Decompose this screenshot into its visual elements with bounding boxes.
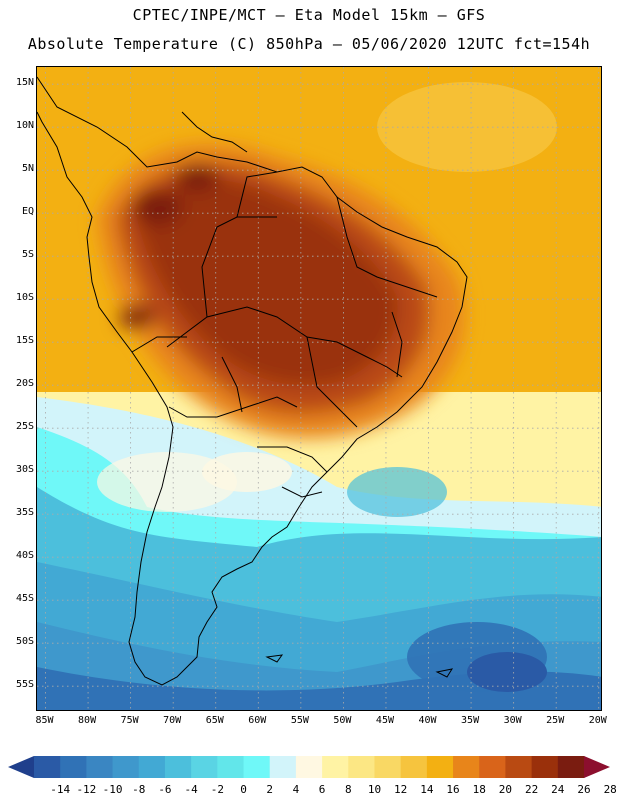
legend-tick-label: -2 xyxy=(210,783,224,796)
longitude-label: 80W xyxy=(78,715,97,726)
legend-tick-label: 26 xyxy=(577,783,591,796)
legend-tick-label: -12 xyxy=(76,783,97,796)
legend-tick-label: 4 xyxy=(292,783,300,796)
legend-swatch xyxy=(34,756,61,778)
legend-tick-label: 6 xyxy=(318,783,326,796)
legend-tick-label: 0 xyxy=(240,783,247,796)
chart-title-line-1: CPTEC/INPE/MCT – Eta Model 15km – GFS xyxy=(132,6,486,24)
legend-tick-label: -8 xyxy=(132,783,146,796)
legend-swatch xyxy=(505,756,533,778)
legend-swatch xyxy=(426,756,454,778)
legend-tick-label: 14 xyxy=(420,783,434,796)
latitude-label: 20S xyxy=(15,378,34,390)
legend-tick-label: 24 xyxy=(551,783,565,796)
legend-tick-label: 10 xyxy=(367,783,382,796)
legend-swatch xyxy=(295,756,323,778)
longitude-label: 65W xyxy=(205,715,224,726)
longitude-label: 45W xyxy=(375,715,394,726)
legend-tick-label: 2 xyxy=(266,783,274,796)
latitude-label: 55S xyxy=(15,679,34,691)
longitude-label: 70W xyxy=(163,715,182,726)
latitude-label: 45S xyxy=(15,593,34,605)
legend-swatch xyxy=(322,756,349,778)
longitude-label: 75W xyxy=(120,715,139,726)
legend-swatch xyxy=(557,756,585,778)
legend-swatch xyxy=(217,756,245,778)
legend-swatch xyxy=(348,756,375,778)
temperature-field xyxy=(37,67,601,710)
legend-tick-label: 18 xyxy=(472,783,486,796)
legend-tick-label: 28 xyxy=(603,783,617,796)
legend-swatch xyxy=(269,756,297,778)
legend-swatch xyxy=(400,756,428,778)
legend-swatch xyxy=(243,756,271,778)
legend-swatch xyxy=(191,756,218,778)
latitude-label: 10S xyxy=(15,292,34,304)
legend-over-arrow xyxy=(584,756,610,778)
legend-tick-label: 8 xyxy=(344,783,352,796)
legend-under-arrow xyxy=(8,756,34,778)
latitude-label: EQ xyxy=(21,206,34,218)
latitude-label: 5N xyxy=(21,163,34,175)
legend-swatch xyxy=(138,756,166,778)
longitude-label: 50W xyxy=(333,715,352,726)
legend-swatch xyxy=(479,756,506,778)
longitude-label: 85W xyxy=(35,715,54,726)
legend-tick-label: 20 xyxy=(498,783,513,796)
latitude-label: 40S xyxy=(15,550,34,562)
latitude-label: 15S xyxy=(15,335,34,347)
legend-swatch xyxy=(531,756,559,778)
longitude-label: 55W xyxy=(290,715,309,726)
legend-tick-label: -4 xyxy=(184,783,198,796)
legend-swatch xyxy=(453,756,480,778)
coastlines xyxy=(37,76,468,686)
legend-tick-label: -10 xyxy=(102,783,123,796)
map-canvas xyxy=(37,67,601,710)
latitude-label: 30S xyxy=(15,464,34,476)
longitude-label: 20W xyxy=(588,715,607,726)
legend-swatch xyxy=(164,756,192,778)
legend-tick-label: -14 xyxy=(50,783,71,796)
legend-tick-label: 12 xyxy=(394,783,408,796)
longitude-label: 25W xyxy=(546,715,565,726)
latitude-label: 35S xyxy=(15,507,34,519)
legend-tick-label: -6 xyxy=(158,783,172,796)
legend-swatch xyxy=(86,756,114,778)
color-legend-bar xyxy=(8,756,610,778)
legend-swatch xyxy=(112,756,140,778)
longitude-label: 30W xyxy=(503,715,522,726)
latitude-label: 50S xyxy=(15,636,34,648)
chart-title-line-2: Absolute Temperature (C) 850hPa – 05/06/… xyxy=(27,35,591,53)
longitude-label: 40W xyxy=(418,715,437,726)
longitude-label: 60W xyxy=(248,715,267,726)
legend-tick-label: 16 xyxy=(446,783,460,796)
legend-swatch xyxy=(374,756,402,778)
legend-swatch xyxy=(60,756,87,778)
legend-tick-label: 22 xyxy=(524,783,539,796)
latitude-label: 15N xyxy=(15,77,34,89)
longitude-label: 35W xyxy=(461,715,480,726)
latitude-label: 25S xyxy=(15,421,34,433)
temperature-map xyxy=(36,66,602,711)
latitude-label: 5S xyxy=(21,249,34,261)
latitude-label: 10N xyxy=(15,120,34,132)
